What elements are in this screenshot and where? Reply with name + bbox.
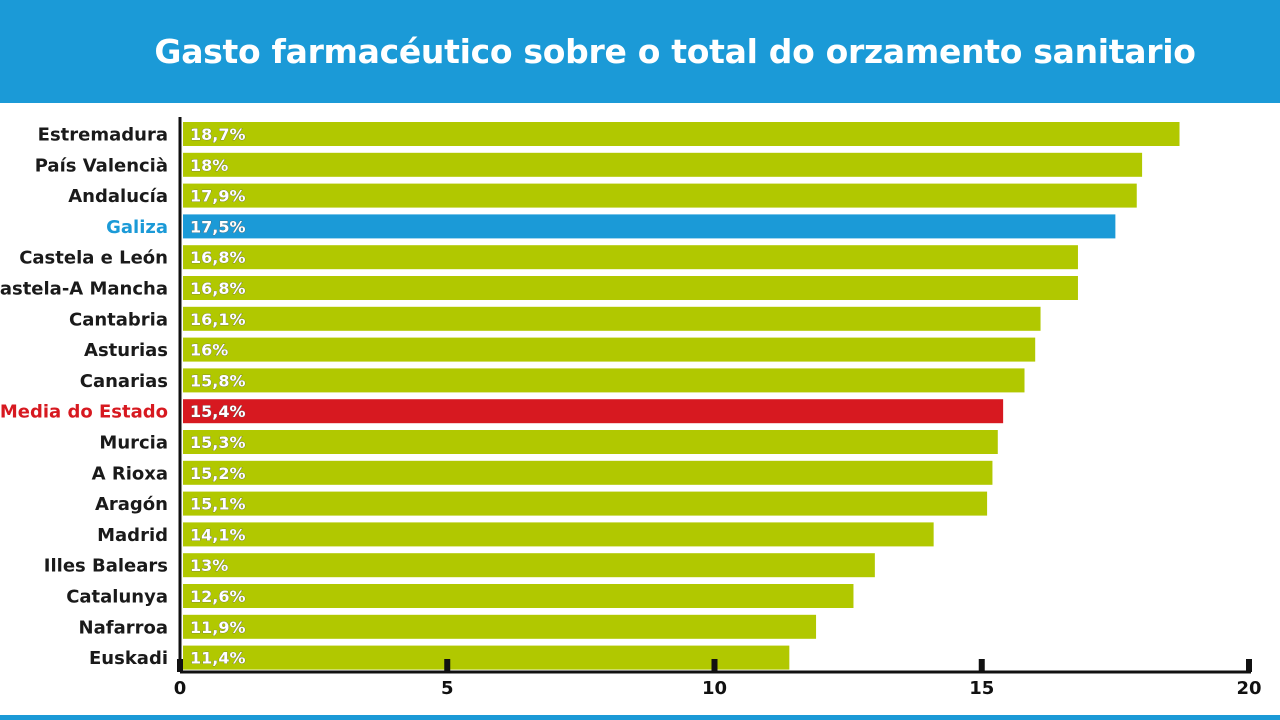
value-label: 14,1% bbox=[190, 525, 246, 544]
bottom-strip bbox=[0, 715, 1280, 720]
value-label: 16% bbox=[190, 341, 228, 360]
category-label: Euskadi bbox=[89, 648, 168, 669]
category-label: Illes Balears bbox=[44, 556, 168, 577]
value-label: 16,8% bbox=[190, 248, 246, 267]
bar bbox=[183, 491, 988, 516]
bar bbox=[183, 245, 1078, 270]
value-label: 18% bbox=[190, 156, 228, 175]
value-label: 15,3% bbox=[190, 433, 246, 452]
bar bbox=[183, 399, 1004, 424]
category-label: Estremadura bbox=[38, 125, 168, 146]
category-label: Castela-A Mancha bbox=[0, 279, 168, 300]
bar bbox=[183, 553, 875, 578]
category-label: Murcia bbox=[99, 433, 168, 454]
value-label: 15,4% bbox=[190, 402, 246, 421]
category-label: A Rioxa bbox=[92, 463, 168, 484]
value-label: 15,1% bbox=[190, 495, 246, 514]
bar bbox=[183, 122, 1180, 146]
bar bbox=[183, 183, 1137, 208]
chart-title: Gasto farmacéutico sobre o total do orza… bbox=[154, 32, 1196, 71]
bar bbox=[183, 276, 1078, 300]
x-tick-label: 10 bbox=[702, 678, 727, 699]
category-label: Galiza bbox=[106, 217, 168, 238]
category-label: Madrid bbox=[97, 525, 168, 546]
category-label: Canarias bbox=[80, 371, 168, 392]
category-label: Asturias bbox=[84, 340, 168, 361]
category-label: Media do Estado bbox=[0, 402, 168, 423]
value-label: 15,8% bbox=[190, 371, 246, 390]
x-tick bbox=[978, 659, 985, 672]
x-tick-label: 5 bbox=[441, 678, 454, 699]
bar bbox=[183, 584, 854, 608]
bar bbox=[183, 306, 1041, 331]
bar bbox=[183, 460, 993, 485]
category-label: Nafarroa bbox=[79, 617, 168, 638]
x-tick-label: 15 bbox=[969, 678, 994, 699]
x-tick bbox=[711, 659, 718, 672]
x-tick bbox=[444, 659, 451, 672]
value-label: 17,9% bbox=[190, 187, 246, 206]
category-label: Catalunya bbox=[66, 587, 168, 608]
category-label: Castela e León bbox=[19, 248, 168, 269]
value-label: 12,6% bbox=[190, 587, 246, 606]
bar bbox=[183, 522, 934, 547]
value-label: 13% bbox=[190, 556, 228, 575]
bar bbox=[183, 337, 1036, 362]
value-label: 16,1% bbox=[190, 310, 246, 329]
value-label: 17,5% bbox=[190, 217, 246, 236]
x-tick-label: 0 bbox=[174, 678, 187, 699]
value-label: 18,7% bbox=[190, 125, 246, 144]
bar bbox=[183, 214, 1116, 239]
category-label: Aragón bbox=[95, 494, 168, 515]
bar bbox=[183, 368, 1025, 393]
bar-chart: Estremadura 18,7% País Valencià 18% Andalucí… bbox=[0, 117, 1262, 699]
value-label: 11,4% bbox=[190, 649, 246, 668]
bar bbox=[183, 645, 790, 670]
category-label: Andalucía bbox=[68, 186, 168, 207]
x-tick bbox=[177, 659, 183, 672]
value-label: 11,9% bbox=[190, 618, 246, 637]
bar bbox=[183, 614, 817, 639]
x-tick-label: 20 bbox=[1236, 678, 1261, 699]
title-banner bbox=[0, 0, 1280, 103]
value-label: 16,8% bbox=[190, 279, 246, 298]
category-label: Cantabria bbox=[69, 309, 168, 330]
bar bbox=[183, 430, 998, 454]
value-label: 15,2% bbox=[190, 464, 246, 483]
x-tick bbox=[1246, 659, 1252, 672]
bar bbox=[183, 152, 1143, 177]
category-label: País Valencià bbox=[35, 155, 168, 176]
